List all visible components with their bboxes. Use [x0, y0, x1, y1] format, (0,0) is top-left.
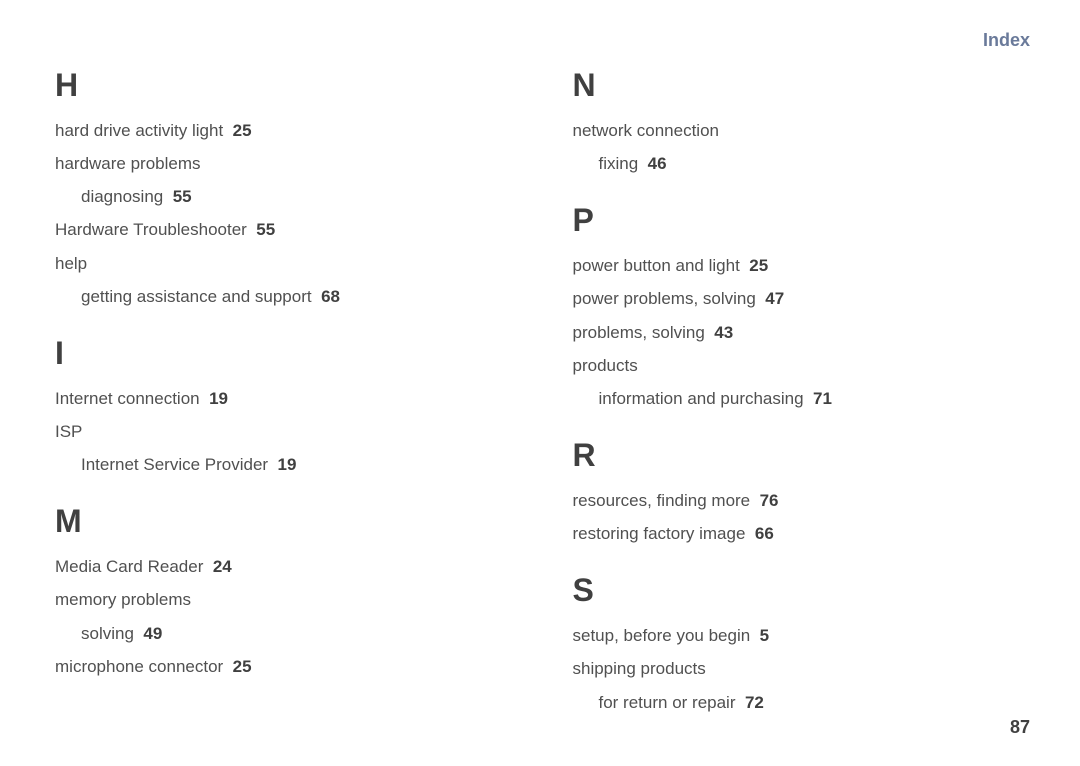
entry-text: shipping products — [573, 659, 706, 678]
entry-page: 25 — [233, 657, 252, 676]
index-entry: power button and light 25 — [573, 249, 1031, 282]
entry-page: 72 — [745, 693, 764, 712]
index-entry: hard drive activity light 25 — [55, 114, 513, 147]
index-subentry: diagnosing 55 — [55, 180, 513, 213]
entry-text: solving — [81, 624, 134, 643]
section-letter-P: P — [573, 202, 1031, 239]
entry-page: 66 — [755, 524, 774, 543]
section-letter-S: S — [573, 572, 1031, 609]
index-entry: network connection — [573, 114, 1031, 147]
index-entry: power problems, solving 47 — [573, 282, 1031, 315]
page-header: Index — [983, 30, 1030, 51]
index-entry: shipping products — [573, 652, 1031, 685]
index-entry: Media Card Reader 24 — [55, 550, 513, 583]
entry-page: 43 — [714, 323, 733, 342]
index-entry: Internet connection 19 — [55, 382, 513, 415]
section-letter-R: R — [573, 437, 1031, 474]
right-column: N network connection fixing 46 P power b… — [573, 55, 1031, 719]
entry-text: getting assistance and support — [81, 287, 312, 306]
index-entry: help — [55, 247, 513, 280]
index-entry: problems, solving 43 — [573, 316, 1031, 349]
entry-text: power button and light — [573, 256, 740, 275]
entry-text: fixing — [599, 154, 639, 173]
entry-text: setup, before you begin — [573, 626, 751, 645]
index-entry: ISP — [55, 415, 513, 448]
entry-text: microphone connector — [55, 657, 223, 676]
entry-text: Hardware Troubleshooter — [55, 220, 247, 239]
entry-text: hard drive activity light — [55, 121, 223, 140]
index-entry: restoring factory image 66 — [573, 517, 1031, 550]
index-entry: Hardware Troubleshooter 55 — [55, 213, 513, 246]
index-entry: microphone connector 25 — [55, 650, 513, 683]
entry-page: 5 — [760, 626, 769, 645]
entry-page: 76 — [760, 491, 779, 510]
entry-text: help — [55, 254, 87, 273]
index-subentry: solving 49 — [55, 617, 513, 650]
entry-page: 55 — [256, 220, 275, 239]
entry-page: 68 — [321, 287, 340, 306]
entry-page: 25 — [749, 256, 768, 275]
entry-text: power problems, solving — [573, 289, 756, 308]
index-entry: memory problems — [55, 583, 513, 616]
index-entry: products — [573, 349, 1031, 382]
section-letter-M: M — [55, 503, 513, 540]
entry-text: information and purchasing — [599, 389, 804, 408]
entry-page: 46 — [648, 154, 667, 173]
entry-page: 47 — [765, 289, 784, 308]
index-subentry: Internet Service Provider 19 — [55, 448, 513, 481]
entry-page: 55 — [173, 187, 192, 206]
index-entry: resources, finding more 76 — [573, 484, 1031, 517]
entry-text: products — [573, 356, 638, 375]
entry-page: 25 — [233, 121, 252, 140]
entry-text: resources, finding more — [573, 491, 751, 510]
entry-page: 24 — [213, 557, 232, 576]
entry-text: ISP — [55, 422, 82, 441]
section-letter-H: H — [55, 67, 513, 104]
index-subentry: for return or repair 72 — [573, 686, 1031, 719]
entry-page: 19 — [209, 389, 228, 408]
entry-text: hardware problems — [55, 154, 201, 173]
entry-text: restoring factory image — [573, 524, 746, 543]
entry-page: 19 — [278, 455, 297, 474]
index-entry: setup, before you begin 5 — [573, 619, 1031, 652]
entry-text: Internet Service Provider — [81, 455, 268, 474]
entry-text: problems, solving — [573, 323, 705, 342]
entry-page: 49 — [143, 624, 162, 643]
page-number: 87 — [1010, 717, 1030, 738]
entry-text: diagnosing — [81, 187, 163, 206]
entry-page: 71 — [813, 389, 832, 408]
left-column: H hard drive activity light 25 hardware … — [55, 55, 513, 719]
entry-text: for return or repair — [599, 693, 736, 712]
entry-text: network connection — [573, 121, 719, 140]
index-entry: hardware problems — [55, 147, 513, 180]
entry-text: Internet connection — [55, 389, 200, 408]
index-subentry: information and purchasing 71 — [573, 382, 1031, 415]
index-subentry: fixing 46 — [573, 147, 1031, 180]
index-columns: H hard drive activity light 25 hardware … — [0, 0, 1080, 719]
entry-text: Media Card Reader — [55, 557, 203, 576]
section-letter-I: I — [55, 335, 513, 372]
index-subentry: getting assistance and support 68 — [55, 280, 513, 313]
section-letter-N: N — [573, 67, 1031, 104]
entry-text: memory problems — [55, 590, 191, 609]
